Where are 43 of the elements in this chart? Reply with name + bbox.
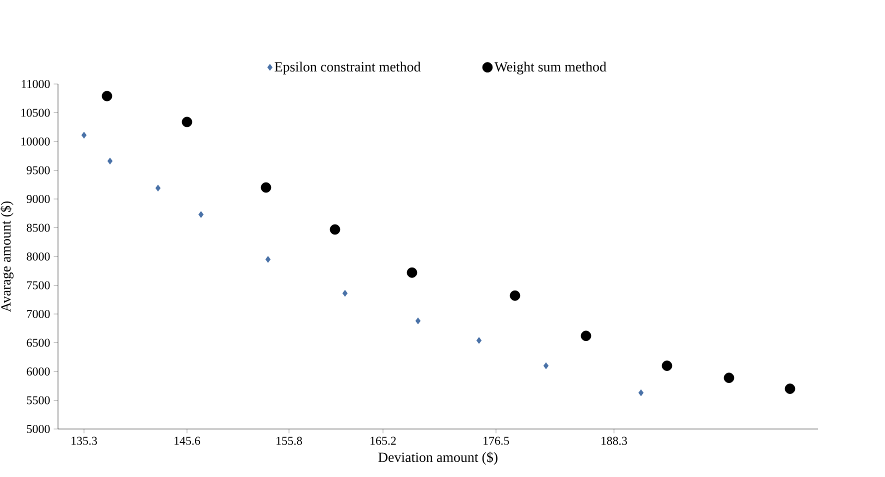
y-tick-label: 5500 [27,396,50,404]
x-tick-label: 135.3 [72,436,97,445]
point [198,211,204,218]
point [406,267,418,278]
point [81,132,87,139]
x-axis-title: Deviation amount ($) [378,452,498,465]
point [543,362,549,370]
point [510,290,520,301]
point [724,372,734,384]
x-tick-label: 188.3 [602,436,627,445]
y-tick-label: 7000 [27,310,50,318]
point [107,158,113,164]
y-tick-label: 6000 [26,367,50,376]
y-tick-label: 7500 [27,281,50,290]
y-tick-label: 9500 [26,166,50,174]
point [102,90,112,102]
point [342,290,348,297]
y-tick-label: 9000 [26,194,50,204]
point [476,337,482,344]
y-tick-label: 11000 [22,80,50,88]
point [638,389,644,396]
point [330,224,340,235]
x-tick-label: 145.6 [174,436,200,445]
y-axis-title: Avarage amount ($) [0,201,14,312]
point [580,330,592,342]
y-tick-label: 5000 [27,424,50,434]
x-tick-label: 176.5 [484,436,509,445]
point [662,360,672,371]
point [265,256,271,263]
point [415,318,421,324]
y-tick-label: 8500 [26,224,50,232]
y-tick-label: 8000 [26,252,50,261]
point [182,116,192,128]
y-tick-label: 10500 [21,108,50,117]
x-tick-label: 165.2 [370,436,396,445]
point [155,184,161,192]
point [260,182,272,193]
y-tick-label: 6500 [26,338,50,347]
point [784,384,796,394]
y-tick-label: 10000 [21,137,50,146]
legend-label: Weight sum method [494,62,606,74]
legend-label: Epsilon constraint method [274,62,421,74]
x-tick-label: 155.8 [276,436,302,445]
